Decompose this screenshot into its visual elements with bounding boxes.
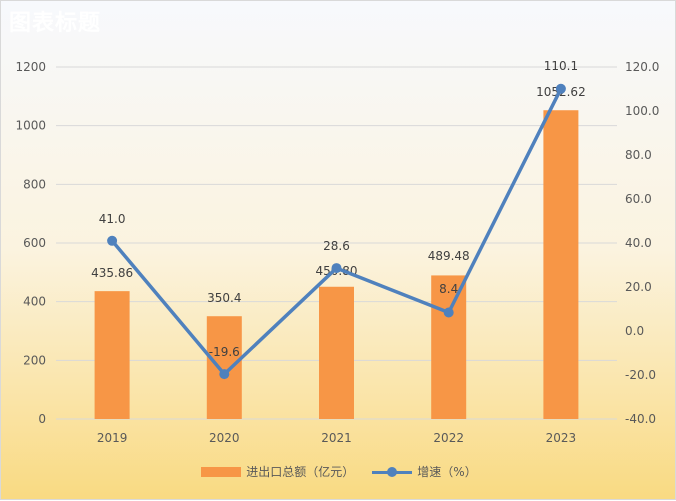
y-left-tick-label: 200: [23, 353, 46, 367]
line-point: [555, 83, 566, 94]
y-right-tick-label: -40.0: [625, 412, 656, 426]
line-point: [331, 263, 342, 274]
y-left-tick-label: 600: [23, 236, 46, 250]
y-right-tick-label: 20.0: [625, 280, 652, 294]
y-left-tick-label: 0: [38, 412, 46, 426]
legend-bar-label: 进出口总额（亿元）: [246, 465, 355, 479]
legend-line-swatch: [372, 466, 413, 478]
legend-item-bar[interactable]: 进出口总额（亿元）: [201, 463, 354, 480]
line-point: [219, 369, 230, 380]
bar: [319, 286, 354, 419]
chart-title: 图表标题: [9, 11, 102, 36]
line-data-label: 41.0: [99, 212, 126, 226]
x-tick-label: 2020: [209, 431, 240, 445]
y-right-tick-label: 40.0: [625, 236, 652, 250]
line-point: [443, 307, 454, 318]
y-right-tick-label: -20.0: [625, 368, 656, 382]
legend-bar-swatch: [201, 466, 242, 477]
y-right-tick-label: 100.0: [625, 104, 659, 118]
x-tick-label: 2021: [321, 431, 352, 445]
x-tick-label: 2019: [97, 431, 128, 445]
y-left-tick-label: 800: [23, 177, 46, 191]
y-left-tick-label: 400: [23, 295, 46, 309]
bar: [543, 110, 579, 419]
bar-data-label: 350.4: [207, 291, 241, 305]
line-data-label: -19.6: [209, 345, 240, 359]
bar-data-label: 489.48: [428, 249, 470, 263]
line-point: [107, 235, 118, 246]
y-right-tick-label: 120.0: [625, 60, 659, 74]
bar: [94, 291, 130, 419]
chart-legend: 进出口总额（亿元） 增速（%）: [1, 463, 676, 480]
bar: [431, 275, 467, 419]
bar: [206, 316, 242, 419]
y-left-tick-label: 1000: [15, 119, 46, 133]
legend-line-label: 增速（%）: [417, 465, 477, 479]
line-data-label: 8.4: [439, 282, 458, 296]
x-tick-label: 2022: [433, 431, 464, 445]
line-data-label: 28.6: [323, 239, 350, 253]
y-right-tick-label: 80.0: [625, 148, 652, 162]
y-right-tick-label: 0.0: [625, 324, 644, 338]
legend-item-line[interactable]: 增速（%）: [372, 463, 477, 480]
y-right-tick-label: 60.0: [625, 192, 652, 206]
bar-data-label: 435.86: [91, 266, 133, 280]
line-data-label: 110.1: [544, 59, 578, 73]
x-tick-label: 2023: [546, 431, 577, 445]
y-left-tick-label: 1200: [15, 60, 46, 74]
